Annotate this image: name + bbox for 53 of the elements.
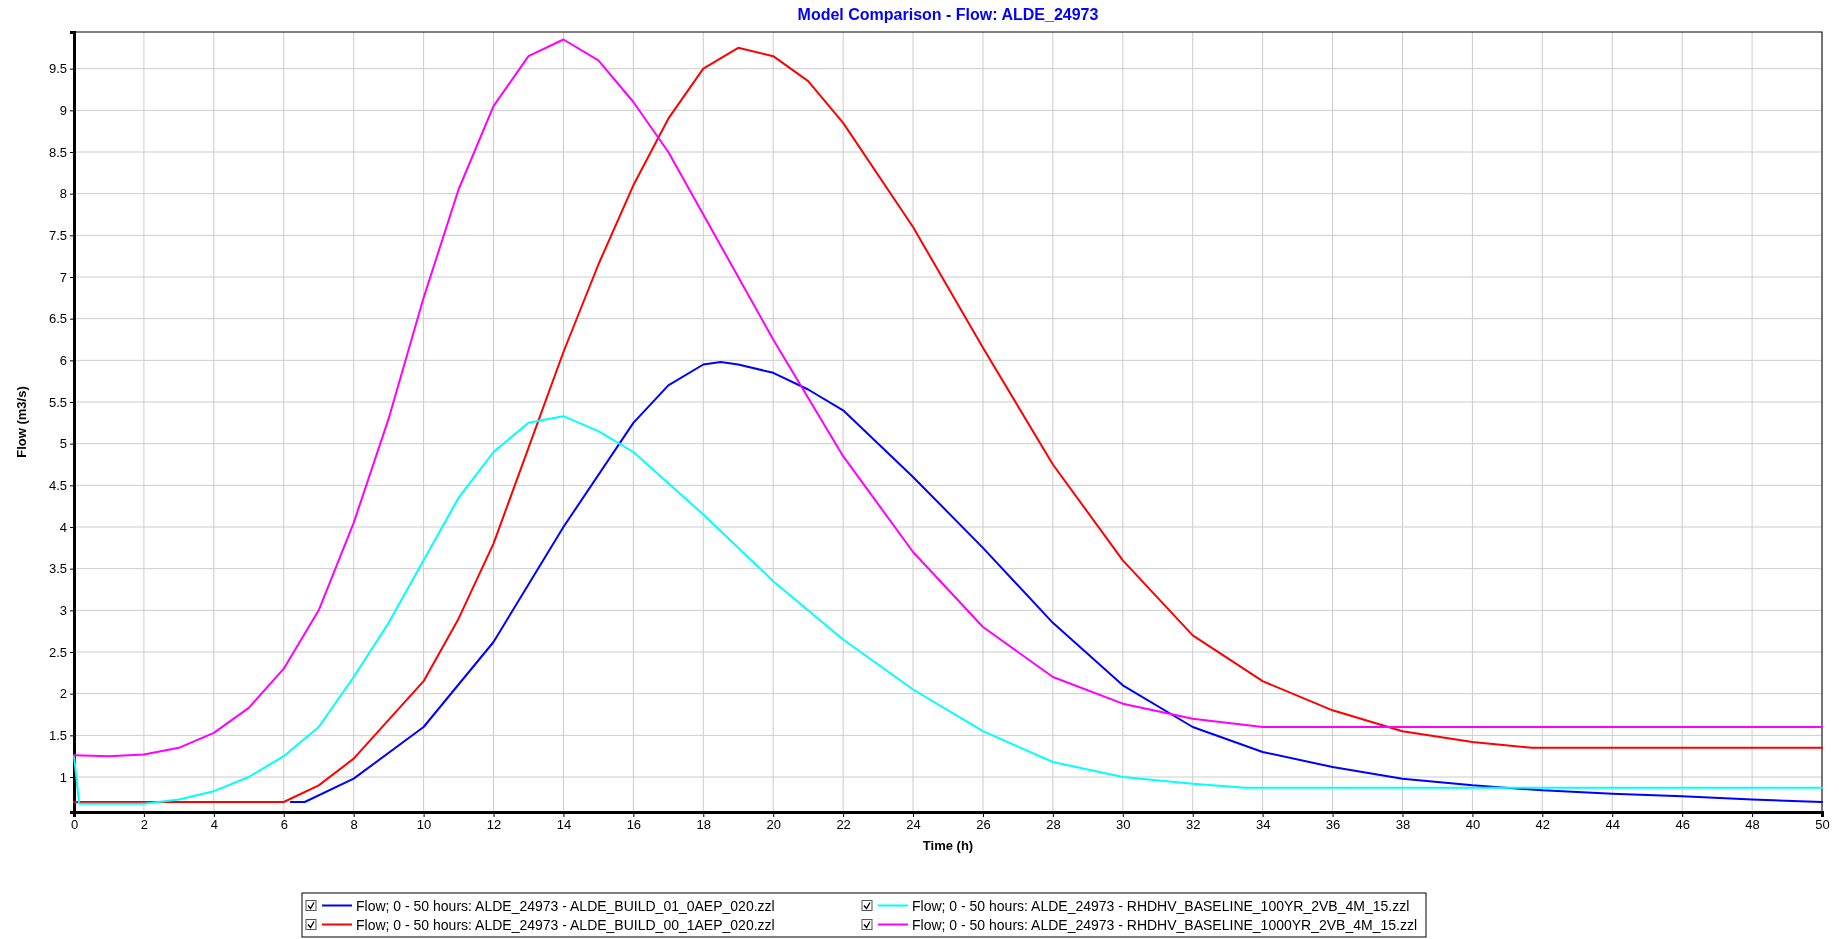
x-tick-label: 16 xyxy=(626,817,642,833)
x-tick-label: 18 xyxy=(696,817,712,833)
y-tick-label: 2.5 xyxy=(48,644,67,660)
x-tick-label: 48 xyxy=(1745,817,1760,833)
x-tick-label: 36 xyxy=(1325,817,1341,833)
y-tick-label: 7 xyxy=(59,269,67,285)
y-tick-label: 7.5 xyxy=(48,227,67,243)
y-tick-label: 5 xyxy=(59,436,67,452)
x-tick-label: 2 xyxy=(140,817,149,833)
y-tick-label: 3 xyxy=(59,602,67,618)
x-tick-label: 0 xyxy=(70,817,79,833)
x-tick-label: 20 xyxy=(766,817,781,833)
y-tick-label: 6 xyxy=(59,352,67,368)
y-tick-label: 4.5 xyxy=(48,477,67,493)
y-tick-label: 1 xyxy=(59,769,67,785)
x-tick-label: 32 xyxy=(1185,817,1201,833)
chart-title: Model Comparison - Flow: ALDE_24973 xyxy=(797,6,1099,23)
x-tick-label: 40 xyxy=(1465,817,1481,833)
y-tick-label: 8 xyxy=(59,186,67,202)
x-tick-label: 44 xyxy=(1605,817,1620,833)
y-axis-title: Flow (m3/s) xyxy=(14,386,29,458)
y-tick-label: 8.5 xyxy=(48,144,67,160)
x-tick-label: 28 xyxy=(1046,817,1061,833)
y-tick-label: 9 xyxy=(59,102,67,118)
x-tick-label: 50 xyxy=(1815,817,1830,833)
x-tick-label: 14 xyxy=(556,817,572,833)
x-tick-label: 30 xyxy=(1116,817,1131,833)
x-tick-label: 10 xyxy=(416,817,432,833)
y-tick-label: 1.5 xyxy=(48,727,67,743)
x-tick-label: 6 xyxy=(280,817,288,833)
line-series xyxy=(289,361,1823,803)
y-tick-label: 9.5 xyxy=(48,61,67,77)
x-tick-label: 42 xyxy=(1535,817,1551,833)
legend-label: Flow; 0 - 50 hours: ALDE_24973 - ALDE_BUILD_00_1AEP_020.zzl xyxy=(356,916,775,933)
x-tick-label: 24 xyxy=(906,817,921,833)
y-tick-label: 2 xyxy=(59,686,67,702)
x-axis-title: Time (h) xyxy=(922,838,974,853)
x-tick-label: 12 xyxy=(486,817,502,833)
legend-label: Flow; 0 - 50 hours: ALDE_24973 - ALDE_BUILD_01_0AEP_020.zzl xyxy=(356,897,775,914)
legend-label: Flow; 0 - 50 hours: ALDE_24973 - RHDHV_BASELINE_1000YR_2VB_4M_15.zzl xyxy=(912,916,1418,933)
y-tick-label: 6.5 xyxy=(48,311,67,327)
legend-label: Flow; 0 - 50 hours: ALDE_24973 - RHDHV_BASELINE_100YR_2VB_4M_15.zzl xyxy=(912,897,1410,914)
x-tick-label: 26 xyxy=(976,817,991,833)
line-series xyxy=(73,415,1823,805)
y-tick-label: 4 xyxy=(59,519,67,535)
x-tick-label: 46 xyxy=(1675,817,1690,833)
x-tick-label: 22 xyxy=(836,817,851,833)
x-tick-label: 34 xyxy=(1255,817,1271,833)
x-tick-label: 4 xyxy=(210,817,218,833)
x-tick-label: 8 xyxy=(350,817,358,833)
y-tick-label: 3.5 xyxy=(48,561,67,577)
y-tick-label: 5.5 xyxy=(48,394,67,410)
x-tick-label: 38 xyxy=(1395,817,1411,833)
